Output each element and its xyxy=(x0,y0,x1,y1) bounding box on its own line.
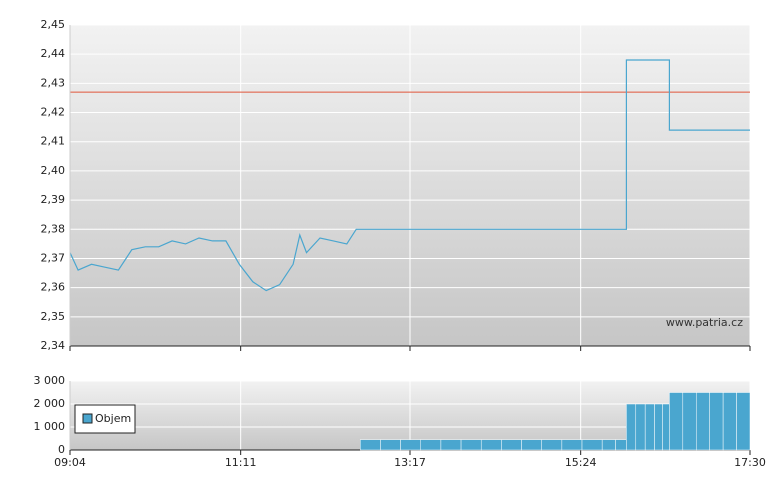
y-tick-label: 2,37 xyxy=(41,251,66,264)
legend-label: Objem xyxy=(95,412,131,425)
y-tick-label: 2,44 xyxy=(41,47,66,60)
volume-bar xyxy=(644,403,655,451)
y-tick-label: 3 000 xyxy=(34,374,66,387)
y-tick-label: 2,36 xyxy=(41,281,66,294)
volume-bar xyxy=(541,439,563,451)
volume-bar xyxy=(662,403,670,451)
volume-bar xyxy=(601,439,616,451)
volume-bar xyxy=(480,439,502,451)
volume-bar xyxy=(360,439,381,451)
volume-bar xyxy=(695,392,710,451)
volume-bar xyxy=(722,392,737,451)
x-tick-label: 17:30 xyxy=(734,456,766,469)
volume-bar xyxy=(561,439,583,451)
volume-bar xyxy=(635,403,646,451)
y-tick-label: 0 xyxy=(58,443,65,456)
x-tick-label: 09:04 xyxy=(54,456,86,469)
y-tick-label: 2,39 xyxy=(41,193,66,206)
volume-bar xyxy=(400,439,422,451)
y-tick-label: 2 000 xyxy=(34,397,66,410)
y-tick-label: 2,41 xyxy=(41,135,66,148)
y-tick-label: 2,40 xyxy=(41,164,66,177)
y-tick-label: 2,38 xyxy=(41,222,66,235)
watermark: www.patria.cz xyxy=(666,316,743,329)
volume-bar xyxy=(626,403,637,451)
y-tick-label: 2,43 xyxy=(41,76,66,89)
y-tick-label: 2,35 xyxy=(41,310,66,323)
y-tick-label: 2,42 xyxy=(41,106,66,119)
volume-bar xyxy=(709,392,724,451)
price-line xyxy=(69,59,750,292)
x-tick-label: 11:11 xyxy=(225,456,257,469)
volume-bar xyxy=(669,392,684,451)
volume-bar xyxy=(440,439,462,451)
volume-bar xyxy=(501,439,522,451)
y-tick-label: 2,45 xyxy=(41,18,66,31)
volume-bar xyxy=(420,439,442,451)
x-tick-label: 15:24 xyxy=(565,456,597,469)
volume-bar xyxy=(460,439,482,451)
volume-bar xyxy=(581,439,603,451)
volume-bar xyxy=(615,439,627,451)
y-tick-label: 1 000 xyxy=(34,420,66,433)
y-tick-label: 2,34 xyxy=(41,339,66,352)
legend-swatch xyxy=(82,413,93,424)
x-tick-label: 13:17 xyxy=(394,456,426,469)
volume-bar xyxy=(682,392,697,451)
volume-bar xyxy=(654,403,663,451)
volume-bar xyxy=(380,439,401,451)
volume-bar xyxy=(736,392,751,451)
volume-bar xyxy=(521,439,542,451)
